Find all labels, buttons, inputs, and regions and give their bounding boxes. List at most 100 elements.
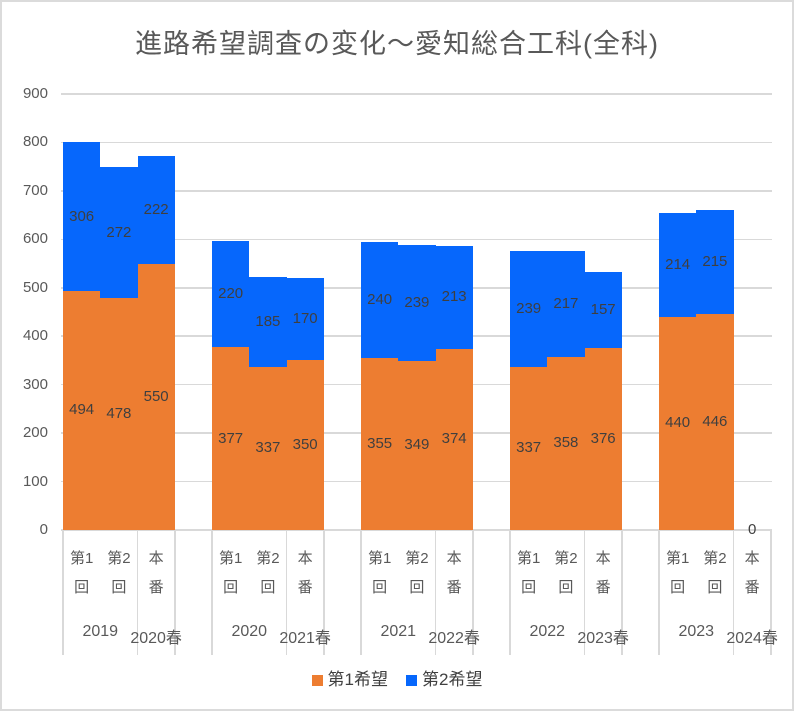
category-label: 第2 回	[547, 544, 584, 602]
gridline	[61, 93, 772, 95]
category-label-line: 第2	[405, 550, 429, 567]
category-label-line: 番	[595, 579, 611, 596]
legend-label: 第1希望	[327, 670, 388, 689]
category-label: 第1 回	[510, 544, 547, 602]
category-label-line: 回	[707, 579, 723, 596]
axis-tick-line	[509, 530, 511, 655]
bar-value-label-first: 446	[702, 412, 728, 430]
category-label: 第1 回	[63, 544, 100, 602]
category-label: 第1 回	[659, 544, 696, 602]
bar-segment-second-choice	[137, 156, 175, 264]
bar-value-label-second: 239	[404, 294, 430, 312]
y-tick-label: 300	[22, 375, 48, 393]
category-label: 第1 回	[212, 544, 249, 602]
bar-value-label-second: 215	[702, 252, 728, 270]
bar-value-label-first: 358	[553, 434, 579, 452]
bar-segment-first-choice	[286, 360, 324, 530]
category-label-line: 回	[558, 579, 574, 596]
axis-tick-line	[621, 530, 623, 655]
bar-value-label-second: 272	[106, 223, 132, 241]
axis-tick-line	[434, 530, 437, 655]
bar-segment-first-choice	[435, 348, 473, 530]
axis-tick-line	[658, 530, 660, 655]
bar-value-label-first: 0	[747, 521, 757, 538]
category-label-line: 第2	[554, 550, 578, 567]
y-tick-label: 0	[39, 521, 48, 538]
major-category-year-label: 2020	[231, 623, 268, 640]
bar-value-label-second: 214	[665, 256, 691, 273]
category-label-line: 本	[595, 550, 611, 567]
axis-tick-line	[136, 530, 139, 655]
legend-swatch-icon	[406, 674, 417, 686]
bar-value-label-second: 217	[553, 295, 579, 312]
major-category-year-label: 2021	[380, 623, 417, 640]
x-axis-line	[61, 529, 772, 531]
category-label-line: 回	[74, 579, 90, 596]
bar-segment-second-choice	[63, 142, 101, 291]
y-tick-label: 600	[22, 230, 48, 248]
bar-value-label-first: 440	[665, 414, 691, 432]
bar-segment-first-choice	[584, 347, 622, 530]
legend-label: 第2希望	[422, 670, 483, 689]
axis-tick-line	[770, 530, 772, 655]
axis-tick-line	[732, 530, 735, 655]
category-label-line: 第2	[107, 550, 131, 567]
category-label-line: 本	[446, 550, 462, 567]
major-category-spring-label: 2022春	[428, 630, 480, 647]
bar-segment-first-choice	[212, 347, 250, 530]
bar-segment-second-choice	[547, 251, 585, 357]
category-label: 第1 回	[361, 544, 398, 602]
bar-value-label-first: 355	[367, 435, 393, 452]
bar-segment-first-choice	[398, 360, 436, 530]
category-label: 第2 回	[100, 544, 137, 602]
bar-value-label-second: 222	[143, 200, 169, 218]
category-label-line: 第2	[703, 550, 727, 567]
major-category-spring-label: 2020春	[130, 630, 182, 647]
bar-value-label-first: 349	[404, 436, 430, 454]
bar-value-label-second: 240	[367, 290, 393, 308]
category-label-line: 第1	[665, 550, 690, 567]
bar-segment-second-choice	[361, 241, 399, 359]
category-label-line: 本	[148, 550, 164, 567]
y-tick-label: 100	[22, 472, 48, 490]
major-category-year-label: 2019	[82, 623, 119, 640]
category-label-line: 番	[446, 579, 462, 596]
bar-value-label-second: 239	[516, 299, 542, 317]
y-tick-label: 800	[22, 133, 48, 151]
category-label: 本番	[436, 544, 473, 602]
category-label-line: 回	[670, 579, 686, 596]
bar-segment-first-choice	[547, 356, 585, 530]
category-label-line: 第1	[218, 550, 243, 567]
bar-segment-first-choice	[659, 316, 697, 530]
bar-value-label-first: 374	[441, 430, 467, 448]
category-label-line: 第1	[69, 550, 94, 567]
category-label-line: 回	[223, 579, 239, 596]
axis-tick-line	[583, 530, 586, 655]
major-category-year-label: 2023	[678, 623, 715, 640]
chart-title: 進路希望調査の変化～愛知総合工科(全科)	[135, 29, 659, 59]
bar-value-label-first: 377	[218, 429, 244, 447]
category-label: 本番	[287, 544, 324, 602]
category-label: 本番	[138, 544, 175, 602]
bar-segment-second-choice	[584, 271, 622, 348]
major-category-spring-label: 2024春	[726, 630, 778, 647]
legend-swatch-icon	[311, 674, 323, 686]
bar-value-label-second: 170	[292, 310, 318, 328]
bar-value-label-second: 306	[69, 207, 95, 225]
category-label: 本番	[734, 544, 771, 602]
bar-value-label-first: 376	[590, 429, 616, 447]
bar-segment-second-choice	[696, 209, 734, 314]
category-label-line: 本	[297, 550, 313, 567]
axis-tick-line	[174, 530, 176, 655]
category-label: 第2 回	[398, 544, 435, 602]
bar-value-label-first: 337	[255, 439, 281, 457]
bar-value-label-second: 157	[590, 300, 616, 318]
bar-segment-second-choice	[212, 240, 250, 348]
y-tick-label: 200	[22, 424, 48, 442]
axis-tick-line	[285, 530, 288, 655]
bar-value-label-first: 478	[106, 405, 132, 423]
category-label-line: 回	[372, 579, 388, 596]
bar-value-label-first: 550	[143, 387, 169, 405]
gridline	[61, 238, 772, 241]
category-label-line: 第1	[516, 550, 541, 567]
